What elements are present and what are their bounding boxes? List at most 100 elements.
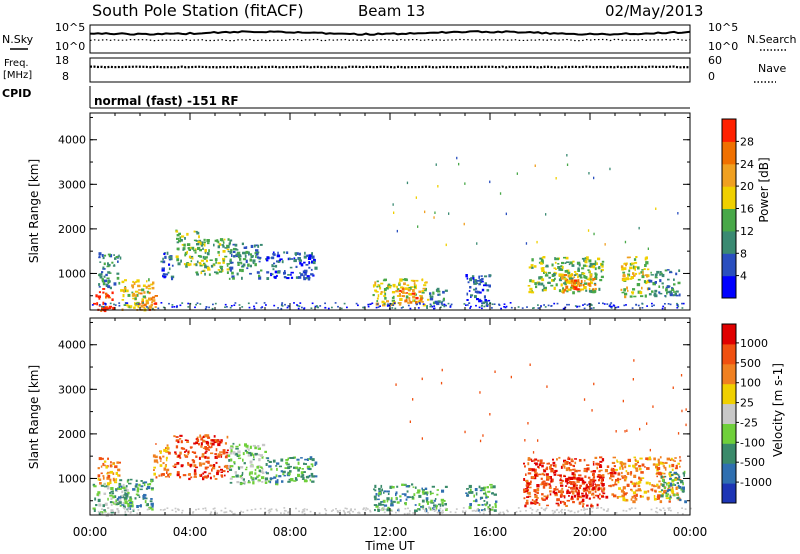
velocity-cell bbox=[494, 505, 497, 509]
power-cell bbox=[537, 282, 541, 286]
velocity-cell bbox=[226, 454, 229, 457]
velocity-cell bbox=[575, 490, 578, 493]
velocity-colorbar-swatch bbox=[722, 343, 736, 365]
velocity-cell bbox=[135, 493, 139, 496]
power-cell bbox=[327, 307, 330, 310]
velocity-cell bbox=[584, 512, 586, 515]
power-cell bbox=[541, 288, 544, 292]
velocity-cell bbox=[257, 479, 261, 482]
power-cell bbox=[249, 258, 252, 262]
power-cell bbox=[135, 280, 137, 283]
power-cell bbox=[621, 267, 625, 271]
power-cell bbox=[588, 172, 590, 175]
velocity-cell bbox=[568, 462, 571, 465]
power-cell bbox=[633, 274, 635, 277]
x-axis-label: Time UT bbox=[364, 539, 415, 553]
power-cell bbox=[412, 299, 415, 302]
velocity-cell bbox=[411, 483, 414, 486]
power-cell bbox=[641, 286, 643, 290]
power-cell bbox=[185, 263, 188, 267]
velocity-cell bbox=[215, 461, 218, 464]
velocity-cell bbox=[240, 482, 243, 485]
power-cell bbox=[392, 283, 396, 287]
power-cell bbox=[624, 292, 628, 296]
power-cell bbox=[103, 309, 107, 313]
power-cell bbox=[186, 264, 191, 267]
velocity-cell bbox=[528, 482, 532, 486]
velocity-cell bbox=[663, 509, 666, 512]
power-cell bbox=[296, 304, 298, 306]
velocity-cell bbox=[658, 464, 660, 466]
power-cell bbox=[105, 273, 108, 277]
power-cell bbox=[188, 255, 191, 259]
power-cell bbox=[644, 257, 647, 261]
velocity-cell bbox=[243, 481, 246, 484]
velocity-cell bbox=[221, 474, 224, 478]
power-cell bbox=[241, 306, 244, 308]
velocity-cell bbox=[639, 457, 643, 460]
power-cell bbox=[343, 302, 346, 305]
velocity-cell bbox=[617, 472, 621, 476]
velocity-cell bbox=[136, 487, 140, 490]
power-cell bbox=[409, 293, 412, 295]
power-cell bbox=[481, 307, 483, 310]
velocity-cell bbox=[109, 478, 112, 482]
velocity-cell bbox=[188, 473, 191, 476]
power-cell bbox=[248, 251, 250, 255]
power-cell bbox=[592, 307, 595, 309]
velocity-cell bbox=[567, 509, 570, 512]
power-cell bbox=[560, 273, 564, 276]
power-cell bbox=[376, 297, 379, 300]
power-cell bbox=[181, 302, 184, 304]
power-cell bbox=[219, 238, 224, 242]
velocity-cell bbox=[285, 459, 289, 461]
power-cell bbox=[556, 302, 559, 305]
power-cell bbox=[653, 292, 657, 295]
velocity-cell bbox=[250, 509, 253, 511]
velocity-cell bbox=[219, 441, 222, 444]
power-cell bbox=[311, 252, 313, 256]
power-cell bbox=[627, 274, 629, 277]
power-cell bbox=[449, 305, 452, 307]
power-cell bbox=[600, 270, 603, 273]
power-cell bbox=[241, 242, 244, 246]
power-cell bbox=[615, 306, 618, 309]
velocity-cell bbox=[673, 493, 675, 497]
velocity-cell bbox=[406, 512, 409, 515]
power-cell bbox=[96, 302, 99, 306]
power-cell bbox=[625, 304, 627, 306]
power-cell bbox=[160, 260, 163, 263]
velocity-cell bbox=[155, 443, 157, 445]
velocity-colorbar-tick-label: -100 bbox=[740, 436, 765, 449]
power-cell bbox=[544, 306, 547, 308]
power-cell bbox=[646, 275, 649, 278]
power-cell bbox=[176, 305, 178, 307]
power-cell bbox=[295, 276, 300, 279]
velocity-cell bbox=[663, 487, 666, 490]
power-cell bbox=[162, 273, 166, 277]
power-cell bbox=[623, 263, 627, 265]
velocity-cell bbox=[142, 497, 145, 500]
velocity-cell bbox=[655, 466, 658, 468]
power-cell bbox=[541, 269, 545, 272]
power-cell bbox=[484, 299, 487, 302]
power-cell bbox=[148, 291, 151, 294]
velocity-cell bbox=[602, 492, 606, 495]
velocity-cell bbox=[591, 507, 594, 509]
power-cell bbox=[644, 264, 647, 267]
velocity-cell bbox=[668, 509, 670, 511]
power-cell bbox=[245, 246, 248, 249]
power-cell bbox=[306, 275, 310, 278]
power-cell bbox=[481, 288, 485, 292]
power-cell bbox=[458, 162, 460, 166]
velocity-cell bbox=[127, 478, 130, 482]
velocity-cell bbox=[538, 473, 542, 476]
velocity-cell bbox=[188, 477, 191, 481]
power-cell bbox=[666, 269, 670, 271]
velocity-cell bbox=[527, 495, 532, 498]
velocity-cell bbox=[471, 510, 474, 512]
velocity-cell bbox=[613, 471, 617, 475]
x-tick-label: 20:00 bbox=[573, 525, 608, 539]
power-cell bbox=[404, 278, 408, 282]
